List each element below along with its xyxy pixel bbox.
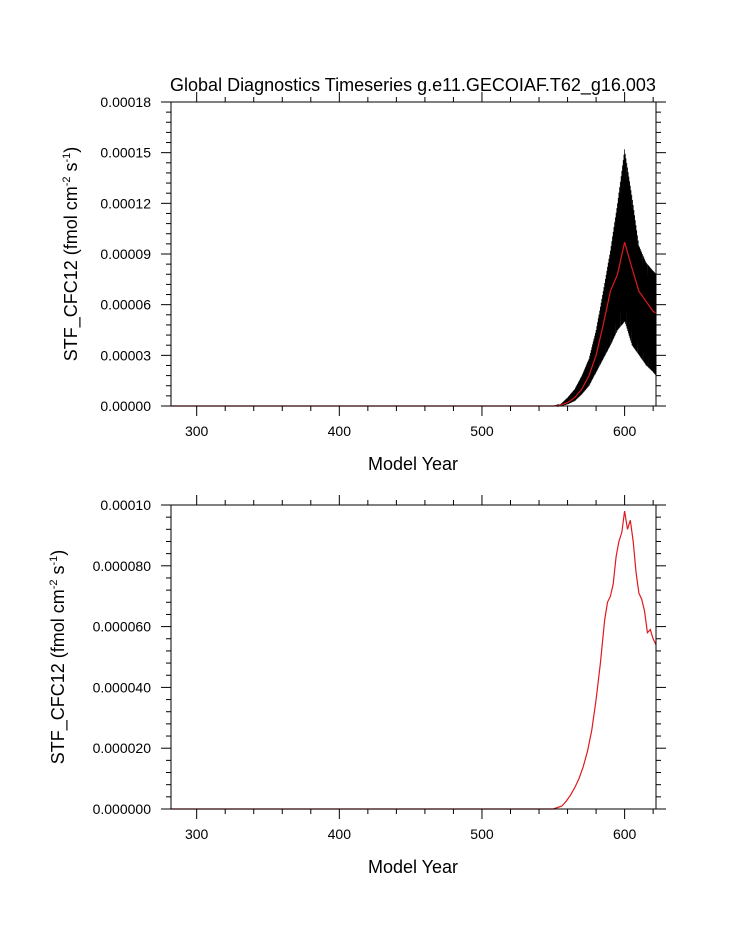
top-y-label-sup2: -1 — [61, 153, 73, 163]
top-plot-frame — [170, 101, 657, 407]
top-plot-area — [171, 149, 657, 408]
bottom-y-axis-label: STF_CFC12 (fmol cm-2 s-1) — [48, 550, 69, 765]
bottom-y-tick-label: 0.000000 — [93, 801, 152, 817]
top-y-label-base: STF_CFC12 (fmol cm — [61, 186, 82, 361]
top-y-label-end: ) — [61, 147, 81, 153]
bottom-y-tick-label: 0.000060 — [93, 619, 152, 635]
top-y-axis-label: STF_CFC12 (fmol cm-2 s-1) — [61, 147, 82, 362]
top-x-tick-label: 600 — [613, 423, 637, 439]
top-axis-ticks: 300 400 500 600 0.00000 0.00003 0.00006 0.00009… — [100, 92, 666, 439]
top-series-envelope — [553, 149, 657, 408]
bottom-y-tick-label: 0.00010 — [100, 497, 151, 513]
top-y-tick-label: 0.00012 — [100, 195, 151, 211]
bottom-x-tick-label: 600 — [613, 826, 637, 842]
chart-panel-top: 300 400 500 600 0.00000 0.00003 0.00006 0.00009… — [61, 92, 666, 474]
bottom-x-tick-label: 400 — [328, 826, 352, 842]
chart-panel-bottom: 300 400 500 600 0.000000 0.000020 0.000040 0.00… — [48, 495, 666, 877]
top-y-label-mid: s — [61, 162, 81, 176]
top-x-tick-label: 400 — [328, 423, 352, 439]
figure-title: Global Diagnostics Timeseries g.e11.GECO… — [170, 75, 656, 96]
bottom-y-tick-label: 0.000020 — [93, 740, 152, 756]
bottom-y-tick-label: 0.000040 — [93, 679, 152, 695]
top-x-tick-label: 500 — [470, 423, 494, 439]
top-y-tick-label: 0.00015 — [100, 145, 151, 161]
bottom-plot-frame — [170, 504, 657, 810]
bottom-axis-ticks: 300 400 500 600 0.000000 0.000020 0.000040 0.00… — [93, 495, 666, 842]
top-y-label-sup1: -2 — [61, 176, 73, 186]
top-y-tick-label: 0.00009 — [100, 246, 151, 262]
top-y-tick-label: 0.00018 — [100, 94, 151, 110]
bottom-x-tick-label: 500 — [470, 826, 494, 842]
bottom-plot-area — [171, 511, 657, 810]
top-y-tick-label: 0.00006 — [100, 297, 151, 313]
bottom-x-axis-label: Model Year — [368, 857, 458, 877]
top-y-tick-label: 0.00000 — [100, 398, 151, 414]
bottom-y-label-base: STF_CFC12 (fmol cm — [48, 589, 69, 764]
bottom-y-label-sup1: -2 — [48, 579, 60, 589]
bottom-y-label-end: ) — [48, 550, 68, 556]
bottom-x-tick-label: 300 — [185, 826, 209, 842]
top-x-axis-label: Model Year — [368, 454, 458, 474]
top-y-tick-label: 0.00003 — [100, 347, 151, 363]
bottom-y-label-mid: s — [48, 565, 68, 579]
bottom-y-tick-label: 0.000080 — [93, 558, 152, 574]
bottom-y-label-sup2: -1 — [48, 556, 60, 566]
top-x-tick-label: 300 — [185, 423, 209, 439]
bottom-series-line-0 — [171, 511, 657, 810]
